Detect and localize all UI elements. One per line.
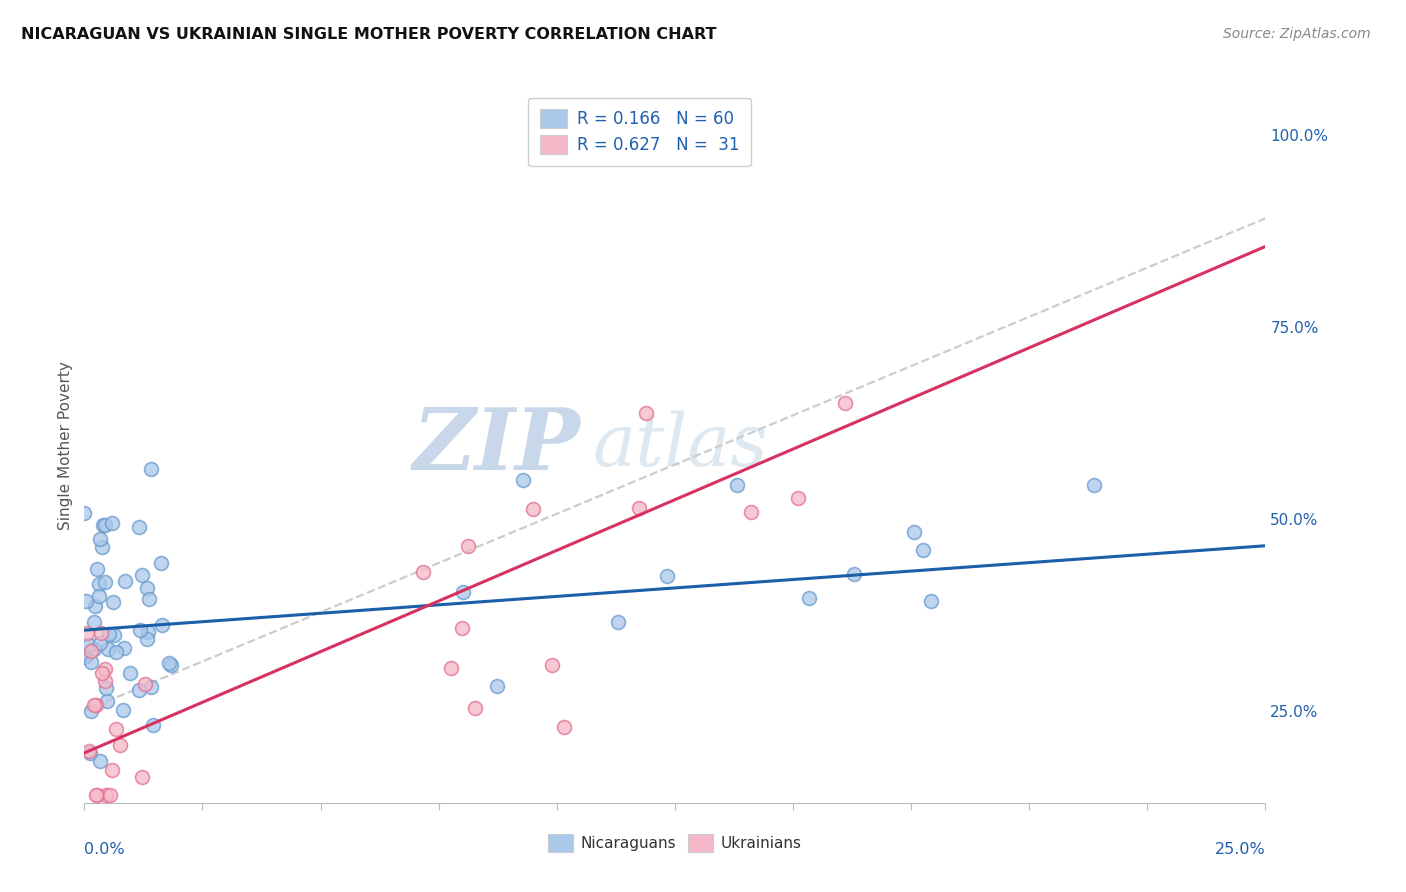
Point [128, 623, 150, 637]
Point [83, 599, 105, 614]
Point [787, 491, 810, 505]
Point [634, 406, 657, 420]
Point [77, 744, 100, 758]
Point [141, 718, 163, 732]
Point [76, 626, 98, 640]
Point [89, 635, 111, 649]
Point [136, 625, 159, 640]
Point [541, 657, 564, 672]
Point [83, 642, 105, 657]
Point [93, 518, 115, 533]
Point [83, 615, 105, 629]
Text: ZIP: ZIP [412, 404, 581, 488]
Y-axis label: Single Mother Poverty: Single Mother Poverty [58, 361, 73, 531]
Point [440, 661, 463, 675]
Point [89, 754, 111, 768]
Point [86, 698, 108, 712]
Point [87, 577, 110, 591]
Point [150, 618, 173, 632]
Point [457, 539, 479, 553]
Point [75, 648, 97, 663]
Point [131, 770, 153, 784]
Point [903, 524, 925, 539]
Point [77, 638, 100, 652]
Point [451, 622, 474, 636]
Point [79, 746, 101, 760]
Point [725, 478, 748, 492]
Text: atlas: atlas [592, 410, 768, 482]
Point [412, 565, 434, 579]
Point [83, 698, 105, 712]
Point [512, 473, 534, 487]
Point [105, 644, 128, 658]
Point [150, 556, 173, 570]
Point [80, 644, 103, 658]
Point [464, 701, 486, 715]
Point [94, 681, 117, 696]
Point [157, 657, 180, 671]
Point [86, 562, 108, 576]
Point [86, 788, 108, 802]
Point [94, 673, 117, 688]
Point [111, 703, 134, 717]
Point [93, 574, 115, 589]
Point [97, 642, 120, 657]
Point [112, 640, 135, 655]
Point [96, 694, 118, 708]
Point [911, 542, 934, 557]
Point [101, 595, 124, 609]
Point [138, 591, 160, 606]
Point [98, 788, 121, 802]
Point [75, 594, 97, 608]
Point [131, 568, 153, 582]
Point [114, 574, 136, 588]
Point [87, 589, 110, 603]
Point [89, 626, 111, 640]
Point [451, 585, 474, 599]
Point [655, 569, 678, 583]
Point [94, 517, 117, 532]
Point [135, 581, 157, 595]
Point [101, 763, 124, 777]
Point [834, 395, 856, 409]
Point [128, 683, 150, 698]
Text: Source: ZipAtlas.com: Source: ZipAtlas.com [1223, 27, 1371, 41]
Point [103, 628, 125, 642]
Point [740, 505, 762, 519]
Point [94, 788, 117, 802]
Point [80, 655, 103, 669]
Point [105, 722, 128, 736]
Point [135, 632, 157, 646]
Point [920, 594, 942, 608]
Point [128, 520, 150, 534]
Point [94, 662, 117, 676]
Point [522, 502, 544, 516]
Point [797, 591, 820, 606]
Point [118, 666, 141, 681]
Text: 0.0%: 0.0% [84, 842, 125, 857]
Point [486, 679, 509, 693]
Point [627, 500, 650, 515]
Point [90, 665, 112, 680]
Point [73, 506, 96, 520]
Point [86, 788, 108, 802]
Point [89, 533, 111, 547]
Point [134, 677, 156, 691]
Point [139, 462, 162, 476]
Point [1083, 478, 1105, 492]
Point [108, 738, 131, 752]
Point [606, 615, 628, 629]
Text: 25.0%: 25.0% [1215, 842, 1265, 857]
Point [91, 540, 114, 554]
Point [101, 516, 124, 530]
Point [80, 704, 103, 718]
Point [98, 626, 121, 640]
Text: NICARAGUAN VS UKRAINIAN SINGLE MOTHER POVERTY CORRELATION CHART: NICARAGUAN VS UKRAINIAN SINGLE MOTHER PO… [21, 27, 717, 42]
Point [73, 649, 96, 664]
Point [139, 680, 162, 694]
Point [553, 720, 575, 734]
Legend: Nicaraguans, Ukrainians: Nicaraguans, Ukrainians [541, 827, 808, 859]
Point [844, 566, 866, 581]
Point [160, 657, 183, 672]
